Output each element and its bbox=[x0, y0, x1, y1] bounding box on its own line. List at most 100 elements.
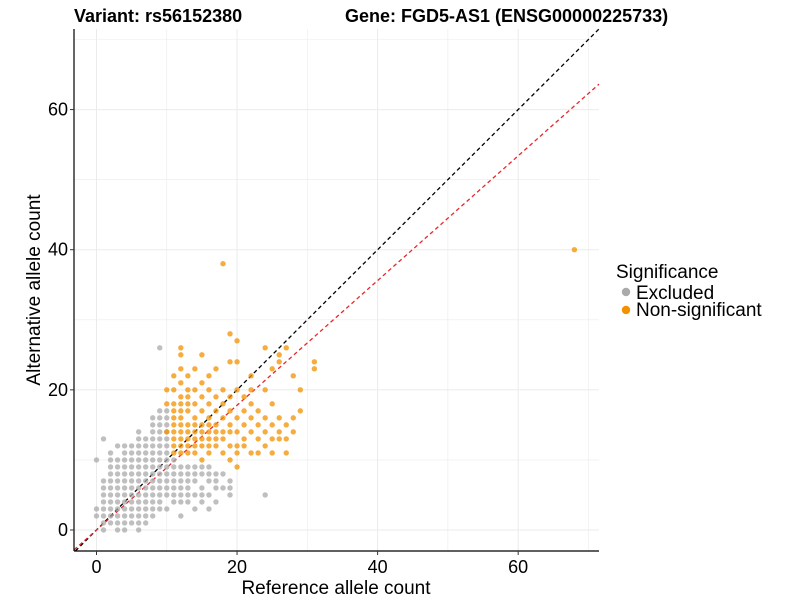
data-point bbox=[213, 436, 219, 442]
data-point bbox=[185, 394, 191, 400]
data-point bbox=[241, 436, 247, 442]
reference-line-fit bbox=[73, 83, 600, 551]
data-point bbox=[206, 464, 212, 470]
data-point bbox=[255, 450, 261, 456]
data-point bbox=[213, 408, 219, 414]
data-point bbox=[192, 464, 198, 470]
data-point bbox=[121, 471, 128, 477]
data-point bbox=[150, 450, 156, 456]
data-point bbox=[248, 387, 254, 393]
data-point bbox=[269, 450, 275, 456]
data-point bbox=[248, 415, 254, 421]
data-point bbox=[128, 443, 135, 449]
data-point bbox=[107, 520, 114, 526]
data-point bbox=[164, 415, 170, 421]
data-point bbox=[171, 450, 177, 456]
data-point bbox=[192, 415, 198, 421]
data-point bbox=[121, 492, 128, 498]
data-point bbox=[227, 485, 233, 491]
data-point bbox=[107, 499, 114, 505]
data-point bbox=[135, 506, 142, 512]
data-point bbox=[227, 408, 233, 414]
x-tick-label: 40 bbox=[368, 557, 388, 577]
data-point bbox=[121, 457, 128, 463]
data-point bbox=[297, 408, 304, 414]
data-point bbox=[248, 450, 254, 456]
data-point bbox=[164, 485, 170, 491]
data-point bbox=[171, 485, 177, 491]
data-point bbox=[220, 387, 226, 393]
data-point bbox=[206, 387, 212, 393]
data-point bbox=[199, 429, 205, 435]
data-point bbox=[171, 436, 177, 442]
data-point bbox=[135, 492, 142, 498]
data-point bbox=[262, 415, 268, 421]
data-point bbox=[220, 471, 226, 477]
data-point bbox=[157, 464, 163, 470]
data-point bbox=[178, 471, 184, 477]
data-point bbox=[128, 457, 135, 463]
data-point bbox=[199, 464, 205, 470]
data-point bbox=[269, 366, 275, 372]
data-point bbox=[227, 422, 233, 428]
data-point bbox=[128, 513, 135, 519]
legend-marker-non-significant bbox=[621, 305, 631, 315]
data-point bbox=[199, 457, 205, 463]
data-point bbox=[142, 506, 149, 512]
data-point bbox=[135, 485, 142, 491]
data-point bbox=[135, 429, 142, 435]
data-point bbox=[157, 478, 163, 484]
data-point bbox=[269, 422, 275, 428]
data-point bbox=[262, 429, 268, 435]
data-point bbox=[213, 478, 219, 484]
data-point bbox=[255, 436, 261, 442]
data-point bbox=[206, 471, 212, 477]
data-point bbox=[192, 450, 198, 456]
y-tick-label: 40 bbox=[48, 240, 68, 260]
data-point bbox=[150, 478, 156, 484]
data-point bbox=[150, 443, 156, 449]
data-point bbox=[114, 485, 121, 491]
data-point bbox=[164, 408, 170, 414]
data-point bbox=[178, 513, 184, 519]
data-point bbox=[164, 429, 170, 435]
data-point bbox=[107, 450, 114, 456]
data-point bbox=[157, 422, 163, 428]
legend-marker-excluded bbox=[621, 287, 631, 297]
data-point bbox=[128, 506, 135, 512]
data-point bbox=[171, 422, 177, 428]
data-point bbox=[100, 513, 107, 519]
data-point bbox=[178, 422, 184, 428]
data-point bbox=[142, 478, 149, 484]
data-point bbox=[283, 345, 289, 351]
data-point bbox=[269, 436, 275, 442]
reference-line-identity bbox=[74, 28, 600, 552]
data-point bbox=[185, 429, 191, 435]
grid bbox=[74, 29, 599, 551]
data-point bbox=[171, 457, 177, 463]
data-point bbox=[185, 422, 191, 428]
data-point bbox=[185, 464, 191, 470]
data-point bbox=[164, 387, 170, 393]
data-point bbox=[171, 429, 177, 435]
data-point bbox=[185, 471, 191, 477]
data-point bbox=[213, 485, 219, 491]
data-point bbox=[128, 499, 135, 505]
y-tick-label: 0 bbox=[58, 520, 68, 540]
data-point bbox=[185, 436, 191, 442]
data-point bbox=[121, 513, 128, 519]
data-point bbox=[107, 471, 114, 477]
data-point bbox=[164, 443, 170, 449]
data-point bbox=[283, 450, 289, 456]
y-tick-label: 60 bbox=[48, 100, 68, 120]
data-point bbox=[178, 366, 184, 372]
data-point bbox=[213, 429, 219, 435]
data-point bbox=[142, 499, 149, 505]
data-point bbox=[157, 408, 163, 414]
data-point bbox=[241, 394, 247, 400]
data-point bbox=[241, 443, 247, 449]
data-point bbox=[178, 478, 184, 484]
data-point bbox=[213, 499, 219, 505]
x-axis-label: Reference allele count bbox=[241, 578, 431, 599]
data-point bbox=[185, 478, 191, 484]
